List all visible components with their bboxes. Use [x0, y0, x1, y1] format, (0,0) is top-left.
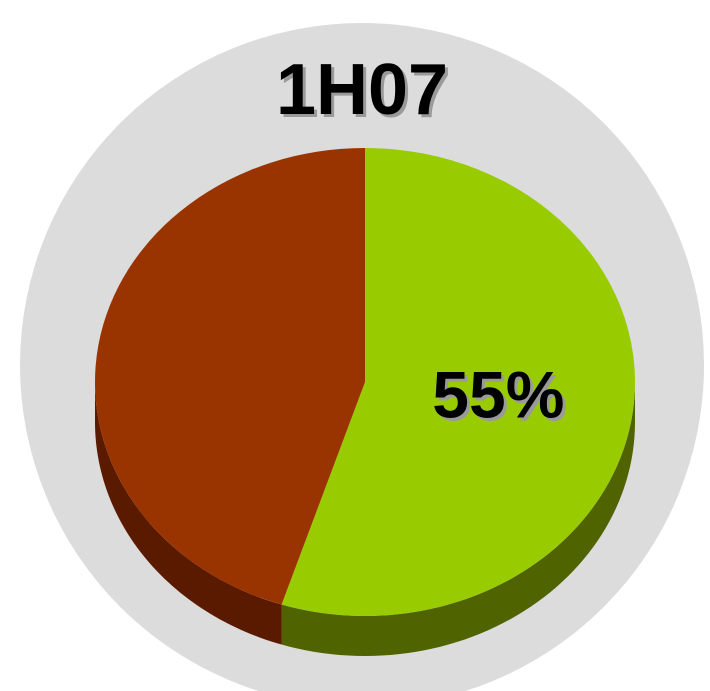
chart-title: 1H07: [276, 50, 448, 130]
pie: [94, 148, 635, 656]
pie-slice: [281, 148, 635, 616]
pie-slice-side: [281, 382, 635, 656]
pie-slice-side: [95, 382, 282, 645]
pie-slice: [94, 148, 366, 605]
value-label: 55%: [432, 358, 564, 432]
